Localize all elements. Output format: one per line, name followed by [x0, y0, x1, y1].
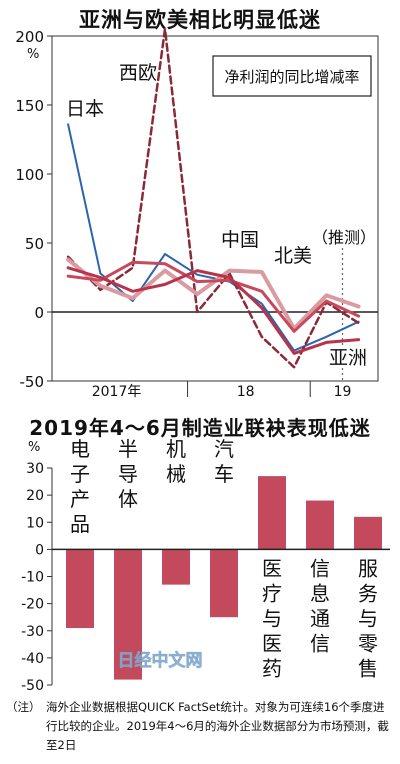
- data-point: [325, 300, 327, 302]
- data-point: [99, 289, 102, 291]
- plot-frame: [51, 35, 379, 382]
- bar: [354, 516, 382, 550]
- data-point: [261, 271, 263, 273]
- data-point: [261, 307, 263, 309]
- data-point: [67, 123, 69, 125]
- y-tick-label: 0: [34, 304, 44, 322]
- data-point: [228, 279, 231, 281]
- series-line-5: [66, 266, 361, 355]
- y-unit: %: [28, 440, 40, 455]
- y-tick-label: -40: [21, 651, 44, 667]
- data-point: [164, 283, 166, 285]
- category-label: 机械: [166, 437, 186, 486]
- data-point: [132, 267, 134, 269]
- series-line-2: [66, 27, 360, 369]
- category-label: 信息通信: [310, 556, 330, 655]
- series-label: 亚洲: [329, 347, 367, 369]
- footnote-tag: （注）: [6, 700, 41, 714]
- data-point: [67, 256, 69, 258]
- data-point: [196, 311, 198, 313]
- y-tick-label: -30: [21, 624, 44, 640]
- data-point: [132, 300, 134, 302]
- bar: [66, 549, 94, 629]
- series-line-4: [66, 260, 361, 333]
- data-point: [164, 263, 166, 265]
- line-chart: -50 0 50 100 150 200% 2017年 18 19 （推测） 净利润的同比增减率日本…: [15, 27, 379, 400]
- data-point: [228, 270, 231, 272]
- bar: [306, 500, 334, 550]
- x-group-label: 18: [237, 384, 255, 400]
- data-point: [325, 294, 327, 297]
- y-tick-label: 200: [15, 28, 44, 46]
- data-point: [99, 285, 102, 287]
- data-point: [358, 315, 360, 317]
- data-point: [67, 275, 69, 277]
- series-label: 中国: [221, 229, 259, 251]
- y-tick-label: -50: [21, 678, 44, 694]
- y-tick-label: -20: [21, 597, 44, 613]
- data-point: [196, 281, 198, 283]
- data-point: [325, 341, 327, 343]
- x-group-label: 19: [334, 384, 352, 400]
- chart1-title: 亚洲与欧美相比明显低迷: [79, 8, 321, 32]
- data-point: [132, 297, 134, 299]
- data-point: [164, 253, 166, 255]
- footnote: （注） 海外企业数据根据QUICK FactSet统计。对象为可连续16个季度进…: [6, 698, 396, 755]
- y-tick-label: 150: [15, 97, 44, 115]
- data-point: [196, 293, 198, 295]
- data-point: [67, 258, 69, 261]
- series-label: 日本: [66, 98, 104, 120]
- data-point: [132, 290, 134, 292]
- bar: [258, 476, 286, 550]
- bar: [210, 549, 238, 618]
- watermark: 日经中文网: [118, 650, 203, 671]
- data-point: [325, 336, 327, 338]
- data-point: [261, 336, 263, 338]
- data-point: [293, 366, 295, 368]
- y-tick-label: 20: [26, 488, 44, 504]
- y-tick-label: 30: [26, 461, 44, 477]
- data-point: [261, 290, 263, 292]
- series-label: 西欧: [119, 62, 157, 84]
- data-point: [132, 261, 134, 263]
- data-point: [67, 267, 69, 269]
- data-point: [358, 339, 360, 341]
- y-tick-label: 100: [15, 166, 44, 184]
- series-line-1: [67, 123, 360, 352]
- data-point: [164, 28, 166, 30]
- category-label: 半导体: [118, 437, 138, 511]
- y-tick-label: -50: [20, 373, 45, 391]
- bar: [162, 549, 190, 585]
- data-point: [228, 276, 231, 279]
- data-point: [196, 270, 198, 272]
- category-label: 医疗与医药: [262, 556, 282, 680]
- annotation-box: [212, 55, 372, 97]
- data-point: [358, 322, 360, 324]
- footnote-text: 海外企业数据根据QUICK FactSet统计。对象为可连续16个季度进行比较的…: [46, 700, 389, 752]
- annotation-text: 净利润的同比增减率: [224, 68, 359, 86]
- bar: [114, 549, 142, 680]
- category-label: 电子产品: [70, 437, 90, 536]
- chart2-title: 2019年4～6月制造业联袂表现低迷: [29, 416, 371, 440]
- category-label: 汽车: [214, 437, 234, 486]
- y-unit: %: [27, 47, 39, 62]
- x-group-label: 2017年: [92, 384, 142, 400]
- y-tick-label: 50: [25, 235, 44, 253]
- category-label: 服务与零售: [358, 556, 378, 680]
- y-tick-label: 10: [26, 515, 44, 531]
- data-point: [358, 305, 360, 308]
- data-point: [293, 330, 295, 332]
- data-point: [99, 279, 102, 281]
- data-point: [99, 272, 102, 274]
- data-point: [196, 274, 198, 276]
- data-point: [164, 270, 166, 272]
- estimate-label: （推测）: [312, 228, 376, 247]
- data-point: [99, 276, 102, 279]
- data-point: [261, 303, 263, 305]
- y-tick-label: 0: [35, 542, 44, 558]
- y-tick-label: -10: [21, 570, 44, 586]
- series-label: 北美: [274, 245, 312, 267]
- data-point: [293, 352, 295, 354]
